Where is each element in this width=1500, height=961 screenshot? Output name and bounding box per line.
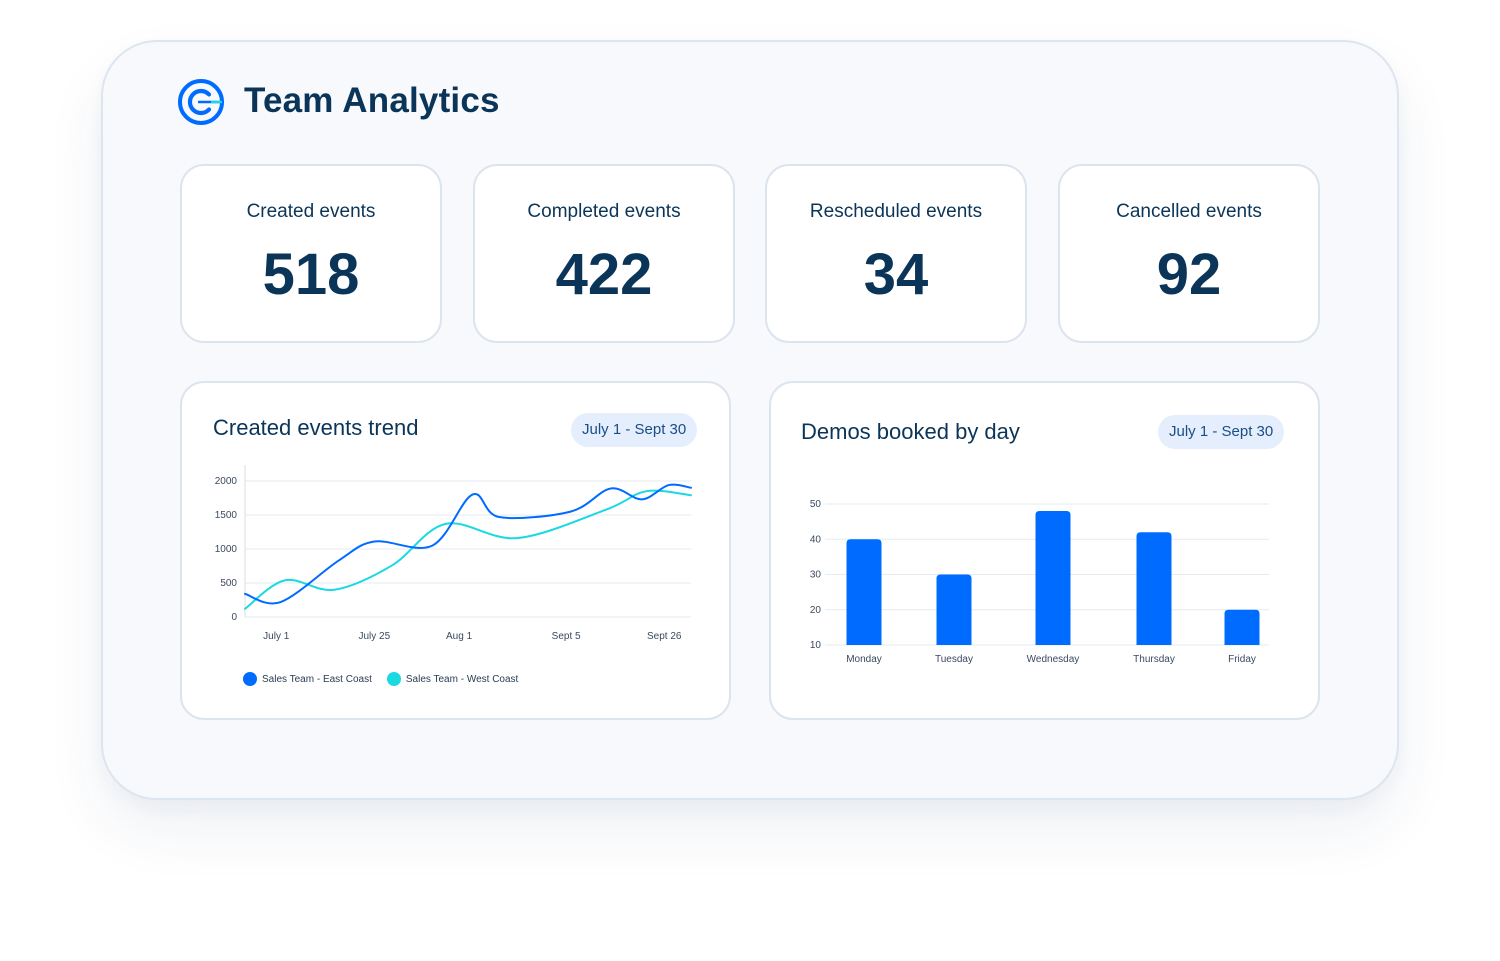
page-title: Team Analytics bbox=[244, 81, 500, 120]
legend-label: Sales Team - West Coast bbox=[405, 673, 519, 685]
x-tick-label: July 25 bbox=[358, 631, 390, 642]
stat-card-completed: Completed events 422 bbox=[473, 164, 735, 343]
stat-card-rescheduled: Rescheduled events 34 bbox=[765, 164, 1027, 343]
stat-label: Rescheduled events bbox=[809, 201, 983, 222]
y-tick-label: 1000 bbox=[215, 544, 238, 555]
chart-title: Created events trend bbox=[213, 415, 419, 440]
legend-label: Sales Team - East Coast bbox=[262, 673, 372, 685]
stat-label: Cancelled events bbox=[1116, 201, 1262, 222]
y-tick-label: 1500 bbox=[215, 510, 238, 521]
y-tick-label: 2000 bbox=[215, 476, 238, 487]
date-range-pill[interactable]: July 1 - Sept 30 bbox=[1158, 415, 1285, 449]
bar-chart: 10 20 30 40 50 Monday Tuesday Wednesday Thursday… bbox=[810, 499, 1269, 665]
bar bbox=[936, 574, 972, 645]
created-events-trend-card: Created events trend July 1 - Sept 30 0 5… bbox=[180, 381, 731, 720]
x-tick-label: Sept 5 bbox=[552, 631, 581, 642]
stat-label: Completed events bbox=[527, 201, 681, 222]
y-tick-label: 20 bbox=[810, 605, 822, 616]
y-tick-label: 10 bbox=[810, 640, 822, 651]
chart-legend: Sales Team - East Coast Sales Team - Wes… bbox=[243, 672, 533, 686]
y-tick-label: 0 bbox=[231, 612, 237, 623]
stat-value: 34 bbox=[863, 242, 929, 307]
x-tick-label: Thursday bbox=[1133, 654, 1175, 665]
legend-item: Sales Team - West Coast bbox=[386, 672, 519, 686]
date-range-pill[interactable]: July 1 - Sept 30 bbox=[571, 413, 698, 447]
stat-value: 92 bbox=[1156, 242, 1222, 307]
x-tick-label: Wednesday bbox=[1027, 654, 1080, 665]
stat-card-created: Created events 518 bbox=[180, 164, 442, 343]
y-tick-label: 30 bbox=[810, 570, 822, 581]
line-chart: 0 500 1000 1500 2000 July 1 July 25 Aug 1 Sept 5… bbox=[215, 465, 692, 642]
series-line bbox=[244, 489, 692, 610]
demos-booked-card: Demos booked by day July 1 - Sept 30 10 2… bbox=[769, 381, 1320, 720]
legend-swatch bbox=[243, 672, 257, 686]
x-tick-label: Aug 1 bbox=[446, 631, 473, 642]
x-tick-label: Monday bbox=[846, 654, 882, 665]
x-tick-label: Friday bbox=[1228, 654, 1256, 665]
stat-label: Created events bbox=[246, 201, 376, 222]
bar bbox=[1136, 532, 1172, 645]
bar bbox=[846, 539, 882, 645]
legend-item: Sales Team - East Coast bbox=[243, 672, 372, 686]
x-tick-label: Sept 26 bbox=[647, 631, 682, 642]
bar bbox=[1224, 609, 1260, 645]
legend-swatch bbox=[386, 672, 401, 686]
chart-title: Demos booked by day bbox=[801, 419, 1020, 444]
bar bbox=[1035, 511, 1071, 645]
x-tick-label: Tuesday bbox=[935, 654, 973, 665]
y-tick-label: 40 bbox=[810, 534, 822, 545]
stat-card-cancelled: Cancelled events 92 bbox=[1058, 164, 1320, 343]
calendly-logo-icon[interactable] bbox=[178, 79, 224, 125]
x-tick-label: July 1 bbox=[263, 631, 290, 642]
y-tick-label: 500 bbox=[220, 578, 237, 589]
y-tick-label: 50 bbox=[810, 499, 822, 510]
stat-value: 422 bbox=[555, 242, 653, 307]
series-line bbox=[244, 483, 692, 605]
stat-value: 518 bbox=[262, 242, 360, 307]
